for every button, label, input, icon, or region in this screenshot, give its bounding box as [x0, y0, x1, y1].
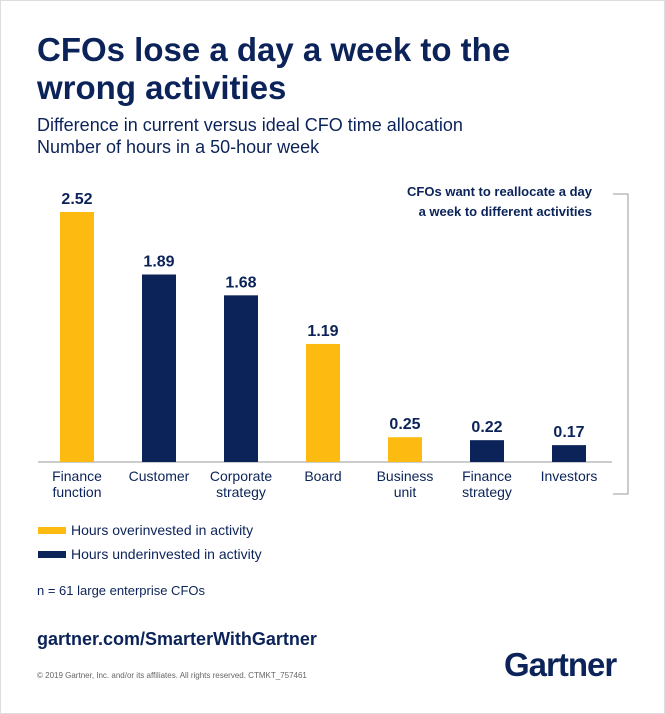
data-label: 1.89	[143, 254, 174, 271]
legend-swatch	[38, 551, 66, 558]
x-tick-label: Customer	[128, 468, 190, 484]
subtitle: Number of hours in a 50-hour week	[37, 137, 320, 157]
x-tick-label: Investors	[540, 468, 598, 484]
data-label: 1.68	[225, 274, 256, 291]
bar	[142, 274, 176, 462]
x-tick-label: Business unit	[376, 468, 434, 500]
logo: Gartner	[504, 646, 617, 683]
data-label: 0.25	[389, 416, 420, 433]
x-tick-label: Finance function	[52, 468, 102, 500]
data-label: 0.17	[553, 424, 584, 441]
legend-label: Hours underinvested in activity	[71, 546, 262, 562]
x-tick-label: Board	[304, 468, 342, 484]
chart-title: CFOs lose a day a week to the wrong acti…	[37, 31, 511, 106]
subtitle: Difference in current versus ideal CFO t…	[37, 115, 463, 135]
note: n = 61 large enterprise CFOs	[37, 583, 205, 598]
data-label: 1.19	[307, 323, 338, 340]
copyright: © 2019 Gartner, Inc. and/or its affiliat…	[37, 671, 307, 680]
legend-swatch	[38, 527, 66, 534]
data-label: 0.22	[471, 419, 502, 436]
annotation: CFOs want to reallocate a day a week to …	[407, 184, 592, 219]
bar	[306, 343, 340, 462]
bar	[470, 440, 504, 462]
url: gartner.com/SmarterWithGartner	[37, 629, 317, 649]
bar	[552, 445, 586, 462]
data-label: 2.52	[61, 191, 92, 208]
x-tick-label: Corporate strategy	[209, 468, 273, 500]
x-tick-label: Finance strategy	[462, 468, 512, 500]
bar	[60, 212, 94, 462]
bar	[388, 437, 422, 462]
bracket	[613, 193, 629, 495]
bar	[224, 295, 258, 462]
legend-label: Hours overinvested in activity	[71, 522, 254, 538]
